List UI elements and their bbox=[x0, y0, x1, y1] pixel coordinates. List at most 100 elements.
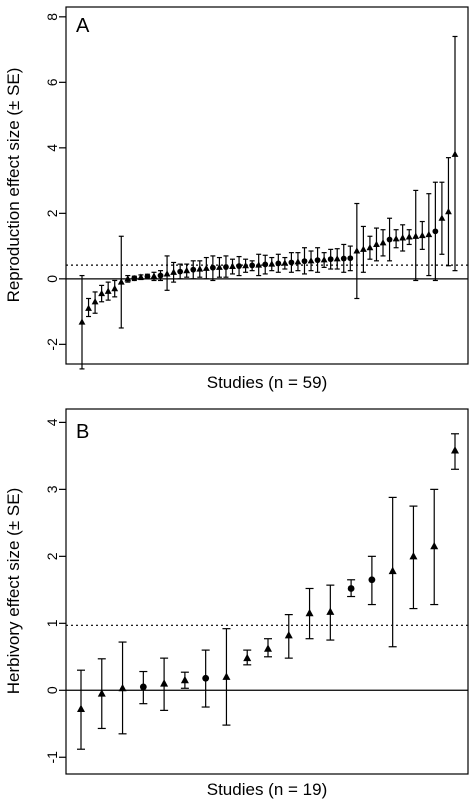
error-bar-point bbox=[268, 256, 276, 272]
data-point-triangle bbox=[366, 243, 374, 251]
error-bar-point bbox=[117, 235, 125, 329]
data-point-triangle bbox=[180, 675, 189, 684]
data-point-circle bbox=[144, 273, 151, 280]
error-bar-point bbox=[85, 297, 92, 318]
data-point-triangle bbox=[305, 608, 314, 617]
data-point-triangle bbox=[97, 689, 106, 697]
error-bar-point bbox=[347, 579, 356, 598]
data-point-triangle bbox=[392, 235, 400, 242]
error-bar-point bbox=[97, 658, 106, 730]
error-bar-point bbox=[275, 253, 282, 273]
y-tick-label: -1 bbox=[44, 751, 60, 764]
error-bar-point bbox=[202, 256, 210, 280]
data-point-circle bbox=[301, 258, 308, 265]
data-point-circle bbox=[190, 266, 197, 273]
data-point-triangle bbox=[78, 318, 86, 325]
error-bar-point bbox=[366, 235, 374, 260]
data-point-triangle bbox=[359, 245, 367, 252]
panel-a-plot-frame bbox=[65, 6, 469, 365]
data-point-triangle bbox=[150, 272, 158, 279]
y-tick-label: 3 bbox=[44, 485, 60, 493]
data-point-circle bbox=[249, 262, 256, 269]
y-tick-label: 0 bbox=[44, 275, 60, 283]
data-point-triangle bbox=[104, 287, 112, 294]
panel-a-data-marks bbox=[78, 35, 459, 370]
error-bar-point bbox=[294, 252, 302, 272]
data-point-circle bbox=[314, 257, 321, 264]
data-point-triangle bbox=[412, 232, 420, 239]
error-bar-point bbox=[236, 255, 242, 277]
data-point-circle bbox=[202, 674, 210, 682]
data-point-triangle bbox=[77, 704, 85, 713]
data-point-triangle bbox=[425, 230, 433, 238]
data-point-circle bbox=[347, 255, 354, 262]
error-bar-point bbox=[405, 229, 413, 246]
data-point-circle bbox=[347, 585, 355, 592]
data-point-circle bbox=[327, 256, 334, 263]
error-bar-point bbox=[163, 255, 171, 291]
data-point-triangle bbox=[98, 289, 106, 297]
error-bar-point bbox=[222, 628, 231, 726]
error-bar-point bbox=[118, 641, 127, 735]
error-bar-point bbox=[379, 229, 387, 257]
error-bar-point bbox=[190, 260, 197, 280]
error-bar-point bbox=[150, 271, 158, 282]
data-point-triangle bbox=[294, 258, 302, 265]
data-point-triangle bbox=[170, 268, 178, 275]
error-bar-point bbox=[409, 505, 418, 610]
error-bar-point bbox=[340, 243, 347, 273]
error-bar-point bbox=[307, 250, 315, 272]
data-point-triangle bbox=[124, 275, 132, 282]
error-bar-point bbox=[139, 670, 148, 705]
data-point-triangle bbox=[438, 214, 446, 221]
error-bar-point bbox=[262, 254, 269, 275]
data-point-triangle bbox=[445, 207, 452, 215]
y-tick-label: 8 bbox=[44, 13, 60, 21]
data-point-triangle bbox=[307, 257, 315, 264]
data-point-triangle bbox=[85, 304, 92, 311]
error-bar-point bbox=[223, 255, 229, 278]
data-point-triangle bbox=[255, 261, 263, 268]
error-bar-point bbox=[392, 229, 400, 249]
data-point-triangle bbox=[373, 240, 380, 248]
error-bar-point bbox=[157, 270, 164, 282]
panel-b-y-ticks: -1 0 1 2 3 4 bbox=[44, 418, 66, 763]
data-point-triangle bbox=[222, 672, 231, 680]
error-bar-point bbox=[249, 260, 256, 272]
error-bar-point bbox=[196, 260, 204, 278]
data-point-circle bbox=[236, 263, 242, 269]
error-bar-point bbox=[170, 261, 178, 283]
error-bar-point bbox=[111, 279, 119, 298]
data-point-triangle bbox=[405, 233, 413, 240]
data-point-triangle bbox=[91, 298, 99, 305]
error-bar-point bbox=[326, 584, 335, 641]
data-point-circle bbox=[262, 261, 269, 268]
data-point-triangle bbox=[430, 541, 439, 550]
data-point-triangle bbox=[216, 263, 223, 270]
data-point-triangle bbox=[196, 265, 204, 272]
data-point-circle bbox=[209, 264, 216, 271]
error-bar-point bbox=[451, 35, 459, 272]
panel-b-y-axis-title: Herbivory effect size (± SE) bbox=[4, 488, 23, 694]
data-point-triangle bbox=[399, 234, 407, 241]
y-tick-label: 1 bbox=[44, 619, 60, 627]
error-bar-point bbox=[124, 274, 132, 283]
error-bar-point bbox=[242, 258, 249, 273]
data-point-triangle bbox=[353, 247, 361, 254]
data-point-triangle bbox=[160, 679, 169, 687]
error-bar-point bbox=[430, 488, 439, 606]
error-bar-point bbox=[353, 202, 361, 300]
error-bar-point bbox=[216, 256, 223, 278]
data-point-triangle bbox=[242, 262, 249, 269]
error-bar-point bbox=[445, 157, 452, 267]
error-bar-point bbox=[180, 671, 189, 689]
error-bar-point bbox=[78, 274, 86, 370]
error-bar-point bbox=[386, 217, 393, 262]
error-bar-point bbox=[255, 253, 263, 277]
panel-a-y-ticks: -2 0 2 4 6 8 bbox=[44, 13, 66, 351]
data-point-triangle bbox=[281, 259, 289, 266]
panel-a-x-axis-title: Studies (n = 59) bbox=[207, 373, 328, 392]
panel-b-x-axis-title: Studies (n = 19) bbox=[207, 780, 328, 799]
error-bar-point bbox=[209, 255, 216, 282]
error-bar-point bbox=[288, 252, 295, 273]
